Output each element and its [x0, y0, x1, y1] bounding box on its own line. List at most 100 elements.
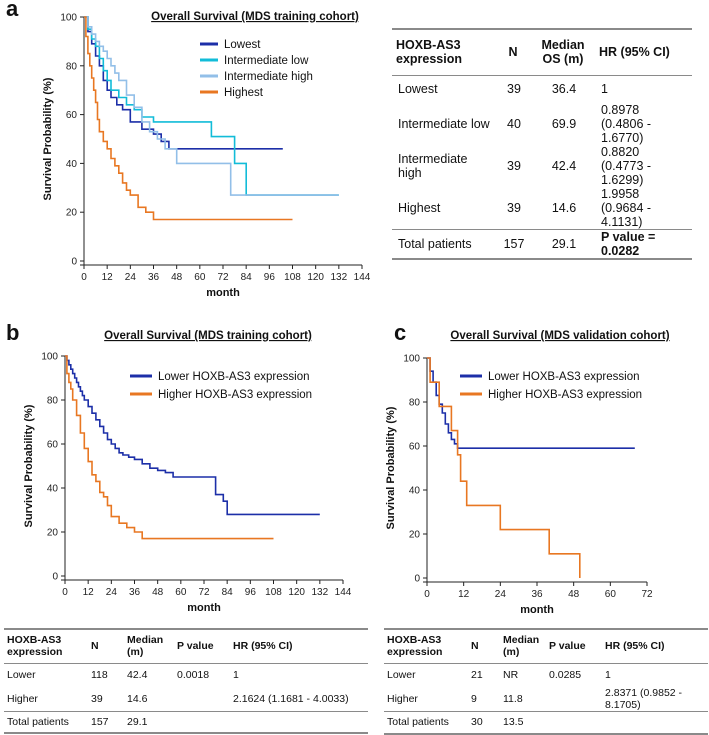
x-tick-label: 60 — [194, 272, 206, 283]
row-median: 42.4 — [127, 669, 148, 682]
table-row: Highest 39 14.6 1.9958 (0.9684 - 4.1131) — [392, 187, 692, 230]
row-group: Lower — [387, 669, 416, 682]
row-n: 21 — [471, 669, 483, 682]
y-axis-label: Survival Probability (%) — [23, 404, 35, 527]
survival-curve-intermediate-low — [84, 16, 339, 196]
y-tick-label: 60 — [409, 442, 421, 453]
x-tick-label: 132 — [330, 272, 347, 283]
x-tick-label: 12 — [83, 587, 95, 598]
header-median: Median (m) — [124, 628, 174, 664]
chart-title: Overall Survival (MDS training cohort) — [104, 330, 312, 342]
row-n: 39 — [507, 82, 521, 97]
y-tick-label: 80 — [47, 396, 59, 407]
row-median: 42.4 — [551, 159, 577, 173]
chart-c-overall-survival-validation: 0 20 40 60 80 100 0 12 24 36 48 60 72 month Survival P… — [385, 330, 670, 616]
row-hr: 2.1624 (1.1681 - 4.0033) — [233, 692, 349, 705]
row-hr: 0.8820 (0.4773 - 1.6299) — [595, 145, 692, 187]
header-expression: HOXB-AS3 expression — [384, 628, 468, 664]
row-hr: 0.8978 (0.4806 - 1.6770) — [595, 103, 692, 145]
x-tick-label: 120 — [307, 272, 324, 283]
x-tick-label: 24 — [106, 587, 118, 598]
row-p-value — [174, 687, 230, 711]
row-n: 118 — [91, 669, 108, 682]
table-row: Intermediate low 40 69.9 0.8978 (0.4806 -… — [392, 103, 692, 145]
x-axis-label: month — [520, 604, 554, 616]
chart-title: Overall Survival (MDS validation cohort) — [450, 330, 669, 342]
chart-a-overall-survival: 0 20 40 60 80 100 0 12 24 36 48 60 72 84 96 108 120 132 14… — [42, 11, 371, 299]
y-tick-label: 0 — [71, 257, 77, 268]
x-tick-label: 72 — [217, 272, 229, 283]
y-axis-label: Survival Probability (%) — [385, 406, 397, 529]
row-hr: 1 — [605, 669, 611, 682]
header-p-value: P value — [174, 628, 230, 664]
row-hr: 1.9958 (0.9684 - 4.1131) — [595, 187, 692, 230]
legend-label: Higher HOXB-AS3 expression — [488, 389, 642, 401]
table-row: Intermediate high 39 42.4 0.8820 (0.4773 … — [392, 145, 692, 187]
total-empty — [602, 711, 708, 735]
row-hr-value: 1.9958 — [601, 187, 640, 201]
panel-letter-a: a — [6, 0, 19, 21]
panel-letter-b: b — [6, 320, 20, 345]
x-tick-label: 36 — [148, 272, 160, 283]
table-total-row: Total patients 157 29.1 P value = 0.0282 — [392, 229, 692, 260]
x-tick-label: 12 — [458, 589, 470, 600]
x-tick-label: 24 — [125, 272, 137, 283]
x-tick-label: 108 — [284, 272, 301, 283]
header-median: Median OS (m) — [531, 28, 595, 76]
total-n: 157 — [495, 229, 531, 260]
row-median: 69.9 — [551, 117, 577, 131]
row-n: 39 — [507, 159, 521, 173]
x-tick-label: 36 — [129, 587, 141, 598]
y-tick-label: 60 — [47, 440, 59, 451]
x-tick-label: 60 — [605, 589, 617, 600]
row-group: Highest — [398, 201, 441, 215]
y-tick-label: 40 — [409, 486, 421, 497]
y-tick-label: 40 — [47, 484, 59, 495]
header-hr: HR (95% CI) — [602, 628, 708, 664]
survival-curve-lower-hoxb-as3-expression — [427, 357, 635, 449]
x-tick-label: 132 — [311, 587, 328, 598]
row-hr-ci: (0.4773 - 1.6299) — [601, 159, 652, 187]
row-hr-value: 0.8978 — [601, 103, 640, 117]
row-group: Lower — [7, 669, 36, 682]
x-tick-label: 0 — [62, 587, 68, 598]
y-tick-label: 80 — [66, 61, 78, 72]
header-hr: HR (95% CI) — [595, 28, 692, 76]
table-row: Higher 9 11.8 2.8371 (0.9852 - 8.1705) — [384, 687, 708, 712]
survival-curve-highest — [84, 16, 293, 221]
x-axis-label: month — [206, 287, 240, 299]
x-tick-label: 60 — [175, 587, 187, 598]
x-tick-label: 48 — [568, 589, 580, 600]
x-tick-label: 144 — [354, 272, 371, 283]
chart-title: Overall Survival (MDS training cohort) — [151, 11, 359, 23]
x-tick-label: 96 — [264, 272, 276, 283]
legend-label: Intermediate high — [224, 71, 313, 83]
total-empty — [546, 711, 602, 735]
row-median: NR — [503, 669, 519, 682]
x-tick-label: 48 — [171, 272, 183, 283]
header-expression: HOXB-AS3 expression — [4, 628, 88, 664]
row-n: 39 — [507, 201, 521, 215]
row-median: 14.6 — [551, 201, 577, 215]
x-tick-label: 120 — [288, 587, 305, 598]
row-group: Higher — [387, 693, 418, 705]
y-tick-label: 80 — [409, 398, 421, 409]
x-tick-label: 144 — [335, 587, 352, 598]
header-n: N — [495, 28, 531, 76]
header-p-value: P value — [546, 628, 602, 664]
total-p-value: P value = 0.0282 — [595, 229, 692, 260]
x-tick-label: 24 — [495, 589, 507, 600]
legend-label: Higher HOXB-AS3 expression — [158, 389, 312, 401]
legend-label: Lower HOXB-AS3 expression — [488, 371, 639, 383]
x-tick-label: 36 — [531, 589, 543, 600]
survival-curve-higher-hoxb-as3-expression — [427, 357, 581, 578]
panel-letter-c: c — [394, 320, 407, 345]
table-b-hoxb-as3-two-groups: HOXB-AS3 expression N Median (m) P value… — [4, 628, 368, 734]
x-tick-label: 72 — [641, 589, 653, 600]
legend-label: Lower HOXB-AS3 expression — [158, 371, 309, 383]
row-median: 11.8 — [503, 693, 523, 705]
row-p-value — [546, 687, 602, 712]
x-tick-label: 84 — [222, 587, 234, 598]
total-label: Total patients — [392, 229, 495, 260]
y-tick-label: 100 — [403, 354, 420, 365]
